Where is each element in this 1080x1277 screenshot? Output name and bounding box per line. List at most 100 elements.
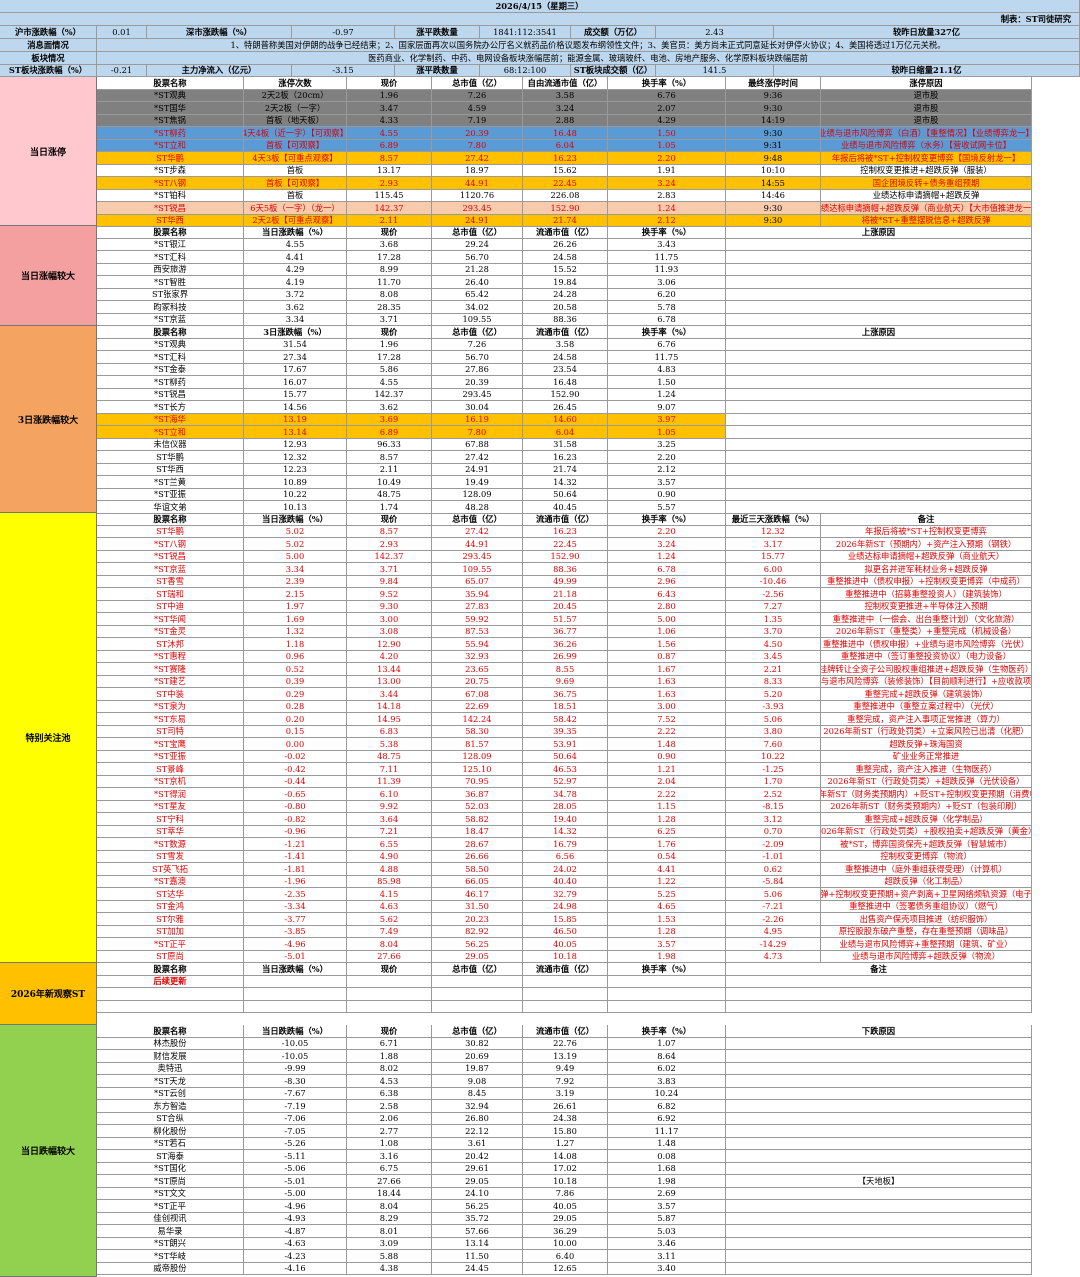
cell: 8.57 xyxy=(347,451,432,464)
cell: *ST华岐 xyxy=(97,1250,244,1263)
cell: 152.90 xyxy=(523,550,608,563)
cell: 1.50 xyxy=(608,127,726,140)
cell: 20.39 xyxy=(432,127,523,140)
st-cell: 141.5 xyxy=(656,65,774,77)
cell: 16.48 xyxy=(523,376,608,389)
cell: 2.15 xyxy=(244,588,347,601)
section-spacer xyxy=(0,140,97,153)
focus-row: *ST八钢 5.02 2.93 44.91 22.45 3.24 3.17 2026年新ST（… xyxy=(0,538,1080,551)
section-spacer xyxy=(0,289,97,302)
cell: 1.27 xyxy=(523,1137,608,1150)
cell: 涨停次数 xyxy=(244,77,347,90)
focus-row: *ST星友 -0.80 9.92 52.03 28.05 1.15 -8.15 2026年新S… xyxy=(0,800,1080,813)
cell: 65.42 xyxy=(432,288,523,301)
section-spacer xyxy=(0,426,97,439)
loss-row: 佳创视讯 -4.93 8.29 35.72 29.05 5.87 xyxy=(0,1212,1080,1225)
cell: 55.94 xyxy=(432,638,523,651)
cell: 股票名称 xyxy=(97,77,244,90)
cell: 18.47 xyxy=(432,825,523,838)
cell: 0.15 xyxy=(244,725,347,738)
cell: 52.03 xyxy=(432,800,523,813)
cell: 1.69 xyxy=(244,613,347,626)
focus-row: ST沐邦 1.18 12.90 55.94 36.26 1.56 4.50 重整推进中（债权申… xyxy=(0,638,1080,651)
cell: 6.38 xyxy=(347,1087,432,1100)
cell: *ST观典 xyxy=(97,89,244,102)
cell: 6.04 xyxy=(523,139,608,152)
cell xyxy=(726,1212,1032,1225)
cell: *ST赛隆 xyxy=(97,663,244,676)
cell: -4.87 xyxy=(244,1225,347,1238)
cell: 3.71 xyxy=(347,313,432,326)
cell: 56.25 xyxy=(432,1200,523,1213)
cell xyxy=(726,476,1032,489)
cell: *ST数源 xyxy=(97,838,244,851)
cell: 28.05 xyxy=(523,800,608,813)
focus-row: ST香雪 2.39 9.84 65.07 49.99 2.96 -10.46 重整推进中（债权… xyxy=(0,575,1080,588)
section-spacer xyxy=(0,301,97,314)
cell: 2.12 xyxy=(608,463,726,476)
cell: 2.04 xyxy=(608,775,726,788)
gain-3d-row: ST华西 12.23 2.11 24.91 21.74 2.12 xyxy=(0,463,1080,476)
cell: ST瑞和 xyxy=(97,588,244,601)
cell: 26.66 xyxy=(432,850,523,863)
cell: -4.16 xyxy=(244,1262,347,1275)
cell: 13.14 xyxy=(244,426,347,439)
gain-row: *ST智胜 4.19 11.70 26.40 19.84 3.06 xyxy=(0,276,1080,289)
focus-row: *ST嘉澳 -1.96 85.98 66.05 40.40 1.22 -5.84 超跌反弹（化… xyxy=(0,875,1080,888)
cell: 65.07 xyxy=(432,575,523,588)
cell: ST沐邦 xyxy=(97,638,244,651)
cell: 14.60 xyxy=(523,413,608,426)
cell xyxy=(726,1050,1032,1063)
cell: ST中装 xyxy=(97,688,244,701)
cell: 9.30 xyxy=(347,600,432,613)
cell: *ST柳药 xyxy=(97,127,244,140)
cell xyxy=(726,313,1032,326)
cell: 6.92 xyxy=(608,1112,726,1125)
cell: 15.85 xyxy=(523,913,608,926)
cell: -7.05 xyxy=(244,1125,347,1138)
loss-row: *ST正平 -4.96 8.04 56.25 40.05 3.57 xyxy=(0,1200,1080,1213)
section-spacer xyxy=(0,1175,97,1188)
cell: 58.30 xyxy=(432,725,523,738)
cell: 1.05 xyxy=(608,426,726,439)
cell: 31.54 xyxy=(244,338,347,351)
limit-up-row: *ST立和 首板【可观察】 6.89 7.80 6.04 1.05 9:31 业绩与退市风险博… xyxy=(0,139,1080,153)
limit-up-row: *ST锐昌 6天5板（一字）（龙一） 142.37 293.45 152.90 1.24 9… xyxy=(0,202,1080,215)
cell xyxy=(432,975,523,988)
loss-row: 易华录 -4.87 8.01 57.66 36.29 5.03 xyxy=(0,1225,1080,1238)
section-spacer xyxy=(0,551,97,564)
cell: 2.39 xyxy=(244,575,347,588)
cell: 4.55 xyxy=(244,238,347,251)
cell: 0.08 xyxy=(608,1150,726,1163)
cell: 最终涨停时间 xyxy=(726,77,821,90)
cell: *ST金泰 xyxy=(97,363,244,376)
cell: 22.45 xyxy=(523,538,608,551)
cell: 5.20 xyxy=(726,688,821,701)
cell: 1.70 xyxy=(726,775,821,788)
cell: 96.33 xyxy=(347,438,432,451)
section-spacer xyxy=(0,851,97,864)
section-spacer xyxy=(0,813,97,826)
market-cell: 成交额（万亿） xyxy=(571,26,656,39)
header-row: 股票名称 当日涨跌幅（%） 现价 总市值（亿） 流通市值（亿） 换手率（%） 最近三天涨跌幅… xyxy=(0,513,1080,526)
cell: 换手率（%） xyxy=(608,226,726,239)
focus-row: *ST惠程 0.96 4.20 32.93 26.99 0.87 3.45 重整推进中（签订重… xyxy=(0,650,1080,663)
header-row: 股票名称 3日涨跌幅（%） 现价 总市值（亿） 流通市值（亿） 换手率（%） 上涨原因 xyxy=(0,326,1080,339)
focus-row: *ST京机 -0.44 11.39 70.95 52.97 2.04 1.70 2026年新S… xyxy=(0,775,1080,788)
section-spacer xyxy=(0,676,97,689)
gain-row: 昀冢科技 3.62 28.35 34.02 20.58 5.78 xyxy=(0,301,1080,314)
cell: 年报后将被*ST+控制权变更博弈 xyxy=(821,525,1032,538)
cell: 11.17 xyxy=(608,1125,726,1138)
cell: 4.90 xyxy=(347,850,432,863)
gain-row: *ST汇科 4.41 17.28 56.70 24.58 11.75 xyxy=(0,251,1080,264)
cell: 12.32 xyxy=(244,451,347,464)
cell: *ST铂科 xyxy=(97,189,244,202)
cell: -7.67 xyxy=(244,1087,347,1100)
cell: 70.95 xyxy=(432,775,523,788)
cell: ST海泰 xyxy=(97,1150,244,1163)
cell: *ST若石 xyxy=(97,1137,244,1150)
cell: 年报后将被*ST+控制权变更博弈【国境反射龙一】 xyxy=(821,152,1032,165)
cell: 20.42 xyxy=(432,1150,523,1163)
cell: 8.57 xyxy=(347,152,432,165)
